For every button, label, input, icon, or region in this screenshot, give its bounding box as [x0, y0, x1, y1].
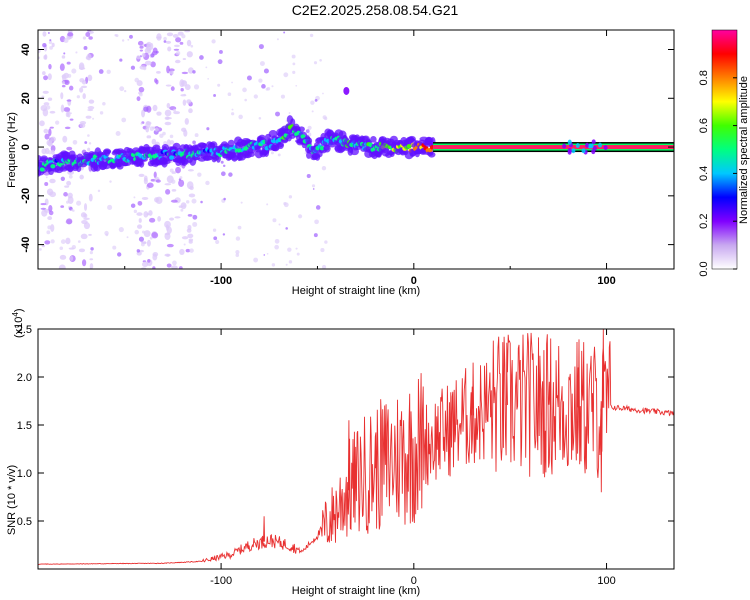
spectrogram-xlabel: Height of straight line (km) [292, 285, 420, 297]
snr-xlabel: Height of straight line (km) [292, 585, 420, 597]
colorbar-tick-label: 0.2 [698, 214, 710, 229]
spectrogram-xtick-label: -100 [210, 275, 232, 287]
spectrogram-plot: -100 0 100 -40 -20 0 20 40 Height of straight l… [6, 29, 750, 297]
snr-plot: -100 0 100 0.5 1.0 1.5 2.0 2.5 Height of straig… [6, 308, 675, 597]
spectrogram-frame [37, 29, 675, 270]
snr-ytick-label: 0.5 [17, 516, 32, 528]
snr-axes: -100 0 100 0.5 1.0 1.5 2.0 2.5 [17, 324, 674, 587]
snr-ytick-label: 2.0 [17, 372, 32, 384]
chart-title: C2E2.2025.258.08.54.G21 [291, 2, 459, 18]
snr-ytick-label: 1.5 [17, 420, 32, 432]
colorbar-tick-label: 0.8 [698, 70, 710, 85]
snr-series-line [38, 329, 674, 565]
snr-ylabel: SNR (10 * v/v) [6, 465, 18, 535]
colorbar-label: Normalized spectral amplitude [738, 76, 750, 224]
colorbar [711, 29, 738, 270]
snr-yscale-prefix: (x10 [13, 317, 25, 338]
snr-ytick-label: 2.5 [17, 324, 32, 336]
spectrogram-ytick-label: 40 [20, 43, 32, 55]
colorbar-tick-label: 0.6 [698, 118, 710, 133]
snr-xtick-label: 0 [411, 575, 417, 587]
spectrogram-trace [38, 115, 674, 177]
spectrogram-axes: -100 0 100 -40 -20 0 20 40 [20, 30, 674, 287]
spectrogram-ytick-label: 20 [20, 92, 32, 104]
spectrogram-ylabel: Frequency (Hz) [6, 112, 18, 188]
colorbar-tick-label: 0.4 [698, 166, 710, 181]
snr-xtick-label: 100 [597, 575, 615, 587]
snr-xtick-label: -100 [210, 575, 232, 587]
svg-text:(x104): (x104) [11, 308, 25, 338]
colorbar-tick-label: 0.0 [698, 261, 710, 276]
spectrogram-xtick-label: 100 [597, 275, 615, 287]
colorbar-ticks: 0.0 0.2 0.4 0.6 0.8 [698, 70, 737, 277]
snr-yscale-suffix: ) [13, 308, 25, 312]
spectrogram-xtick-label: 0 [411, 275, 417, 287]
spectrogram-ytick-label: 0 [20, 144, 32, 150]
spectrogram-ytick-label: -20 [20, 188, 32, 204]
snr-ytick-label: 1.0 [17, 468, 32, 480]
snr-yscale: (x104) [11, 308, 25, 338]
spectrogram-ytick-label: -40 [20, 237, 32, 253]
snr-yscale-exponent: 4 [11, 312, 20, 317]
snr-frame [37, 328, 675, 570]
